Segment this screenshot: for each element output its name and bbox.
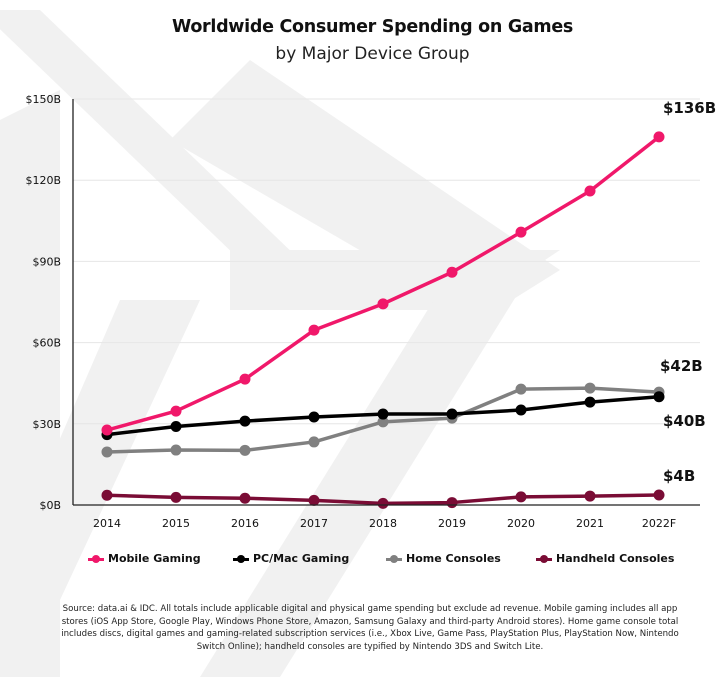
legend-swatch-icon <box>233 554 249 563</box>
y-tick-label: $120B <box>25 174 61 187</box>
end-value-label: $42B <box>660 357 703 375</box>
x-tick-label: 2016 <box>231 517 259 530</box>
data-point <box>653 391 665 403</box>
data-point <box>653 131 665 143</box>
y-tick-label: $0B <box>39 499 61 512</box>
data-point <box>584 396 596 408</box>
data-point <box>308 324 320 336</box>
data-point <box>584 490 596 502</box>
data-point <box>239 492 251 504</box>
data-point <box>584 185 596 197</box>
x-tick-label: 2022F <box>642 517 676 530</box>
legend-label: Home Consoles <box>406 552 501 565</box>
y-tick-label: $60B <box>32 337 61 350</box>
data-point <box>377 416 389 428</box>
data-point <box>308 436 320 448</box>
data-point <box>239 415 251 427</box>
legend-label: Mobile Gaming <box>108 552 201 565</box>
data-point <box>515 491 527 503</box>
data-point <box>653 489 665 501</box>
legend-item: PC/Mac Gaming <box>233 552 349 565</box>
legend-swatch-icon <box>386 554 402 563</box>
x-tick-label: 2014 <box>93 517 121 530</box>
legend-item: Handheld Consoles <box>536 552 674 565</box>
legend-swatch-icon <box>88 554 104 563</box>
data-point <box>239 373 251 385</box>
series-handheld-consoles <box>101 489 665 509</box>
y-tick-label: $90B <box>32 255 61 268</box>
data-point <box>308 411 320 423</box>
chart-title: Worldwide Consumer Spending on Games <box>171 17 574 37</box>
series-line <box>106 135 661 432</box>
data-point <box>170 491 182 503</box>
data-point <box>515 383 527 395</box>
y-tick-label: $150B <box>25 93 61 106</box>
data-point <box>101 489 113 501</box>
x-tick-label: 2021 <box>576 517 604 530</box>
legend-item: Mobile Gaming <box>88 552 201 565</box>
legend-label: PC/Mac Gaming <box>253 552 350 565</box>
data-point <box>515 226 527 238</box>
line-chart: $0B $30B $60B $90B $120B $150B 2014 2015 2016 20… <box>25 93 716 530</box>
series-home-consoles <box>101 382 665 458</box>
legend-swatch-icon <box>536 554 552 563</box>
y-tick-label: $30B <box>32 418 61 431</box>
data-point <box>377 298 389 310</box>
x-tick-label: 2019 <box>438 517 466 530</box>
data-point <box>239 444 251 456</box>
data-point <box>308 494 320 506</box>
x-tick-label: 2017 <box>300 517 328 530</box>
series-pc-mac-gaming <box>101 391 665 441</box>
data-point <box>377 497 389 509</box>
legend: Mobile Gaming PC/Mac Gaming Home Consoles H… <box>0 552 720 572</box>
data-point <box>446 408 458 420</box>
end-value-label: $136B <box>663 99 716 117</box>
x-tick-label: 2020 <box>507 517 535 530</box>
data-point <box>170 405 182 417</box>
data-point <box>515 404 527 416</box>
data-point <box>101 424 113 436</box>
legend-label: Handheld Consoles <box>556 552 675 565</box>
data-point <box>377 408 389 420</box>
x-tick-label: 2018 <box>369 517 397 530</box>
chart-subtitle: by Major Device Group <box>275 44 470 64</box>
end-value-label: $4B <box>663 467 695 485</box>
x-tick-label: 2015 <box>162 517 190 530</box>
legend-item: Home Consoles <box>386 552 501 565</box>
data-point <box>170 444 182 456</box>
series-mobile-gaming <box>101 131 665 436</box>
data-point <box>584 382 596 394</box>
data-point <box>101 446 113 458</box>
data-point <box>446 497 458 509</box>
data-point <box>170 421 182 433</box>
end-value-label: $40B <box>663 412 706 430</box>
data-point <box>446 266 458 278</box>
source-note: Source: data.ai & IDC. All totals includ… <box>61 604 679 652</box>
